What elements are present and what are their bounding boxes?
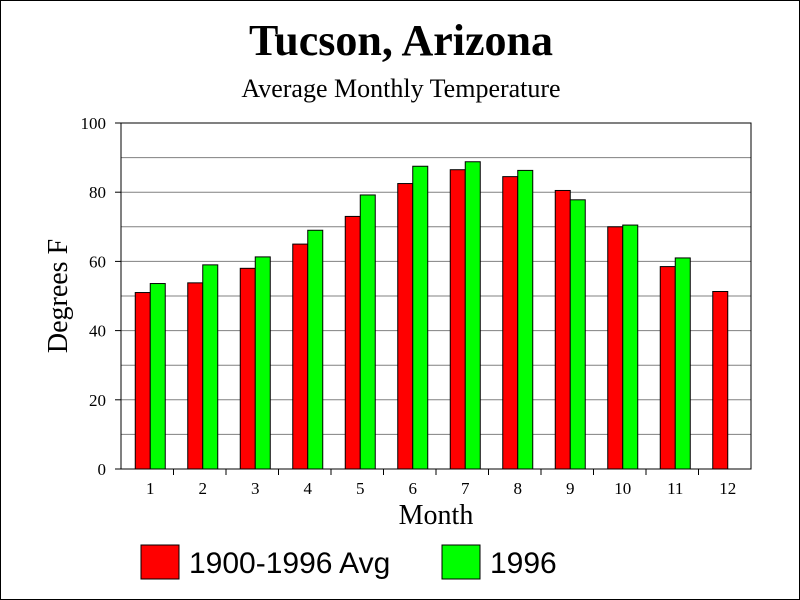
bar-1996-month-9 — [569, 199, 586, 470]
grid-lines — [121, 157, 751, 435]
bar-1996-month-10 — [622, 224, 639, 470]
bar-avg-month-10 — [607, 226, 624, 470]
bar-avg-month-12 — [712, 291, 729, 470]
bar-1996-month-8 — [517, 169, 534, 470]
bar-1996-month-7 — [464, 161, 481, 470]
x-tick-label: 9 — [566, 479, 575, 498]
x-tick-label: 12 — [719, 479, 736, 498]
x-axis-label: Month — [399, 500, 474, 531]
bars — [134, 161, 729, 470]
y-tick-label: 40 — [89, 322, 106, 341]
bar-avg-month-1 — [134, 292, 151, 470]
y-tick-label: 20 — [89, 391, 106, 410]
chart-title: Tucson, Arizona — [249, 16, 553, 65]
bar-avg-month-4 — [292, 243, 309, 470]
bar-1996-month-11 — [674, 257, 691, 470]
bar-1996-month-5 — [359, 194, 376, 470]
x-tick-label: 7 — [461, 479, 470, 498]
x-tick-label: 11 — [667, 479, 683, 498]
y-tick-label: 0 — [98, 460, 107, 479]
legend-swatch-avg — [140, 544, 180, 580]
y-tick-label: 80 — [89, 183, 106, 202]
bar-avg-month-5 — [344, 215, 361, 470]
bar-avg-month-3 — [239, 267, 256, 470]
x-tick-label: 6 — [409, 479, 418, 498]
bar-1996-month-3 — [254, 256, 271, 470]
x-tick-label: 5 — [356, 479, 365, 498]
x-tick-label: 10 — [614, 479, 631, 498]
x-tick-label: 1 — [146, 479, 155, 498]
bar-avg-month-2 — [187, 282, 204, 470]
bar-avg-month-9 — [554, 189, 571, 470]
bar-avg-month-8 — [502, 176, 519, 470]
bar-avg-month-7 — [449, 169, 466, 470]
bar-1996-month-1 — [149, 283, 166, 470]
x-tick-label: 2 — [199, 479, 208, 498]
x-tick-label: 8 — [514, 479, 523, 498]
legend-label-1996: 1996 — [490, 547, 557, 580]
legend-swatch-1996 — [441, 544, 481, 580]
bar-1996-month-2 — [202, 264, 219, 470]
y-axis-label: Degrees F — [43, 239, 74, 353]
bar-1996-month-6 — [412, 165, 429, 470]
bar-1996-month-4 — [307, 229, 324, 470]
y-tick-label: 100 — [81, 114, 107, 133]
y-tick-label: 60 — [89, 252, 106, 271]
x-tick-label: 3 — [251, 479, 260, 498]
chart-subtitle: Average Monthly Temperature — [241, 74, 560, 103]
legend: 1900-1996 Avg 1996 — [140, 544, 557, 580]
bar-avg-month-11 — [659, 266, 676, 470]
legend-label-avg: 1900-1996 Avg — [189, 547, 390, 580]
x-tick-label: 4 — [304, 479, 313, 498]
bar-avg-month-6 — [397, 183, 414, 470]
